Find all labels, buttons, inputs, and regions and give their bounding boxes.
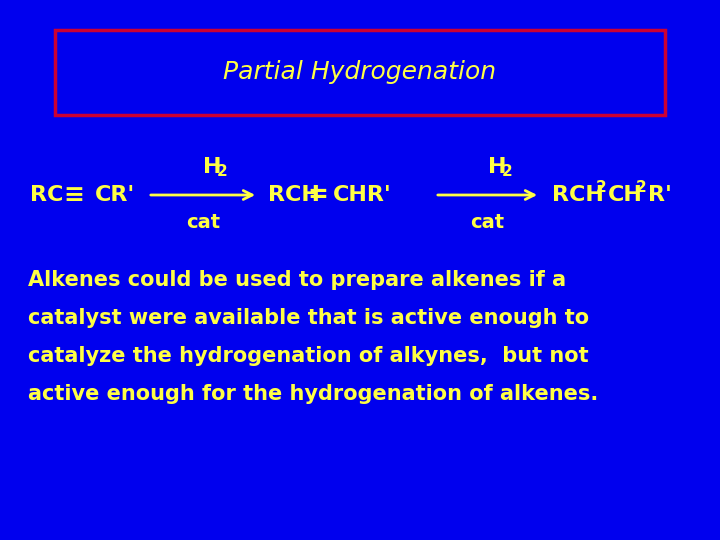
- Text: cat: cat: [186, 213, 220, 233]
- Text: 2: 2: [636, 180, 647, 195]
- Text: CHR': CHR': [333, 185, 392, 205]
- Text: ≡: ≡: [63, 183, 84, 207]
- FancyBboxPatch shape: [55, 30, 665, 115]
- Text: Alkenes could be used to prepare alkenes if a: Alkenes could be used to prepare alkenes…: [28, 270, 566, 290]
- Text: 2: 2: [596, 180, 607, 195]
- Text: H: H: [487, 157, 506, 177]
- Text: 2: 2: [502, 164, 512, 179]
- Text: catalyze the hydrogenation of alkynes,  but not: catalyze the hydrogenation of alkynes, b…: [28, 346, 589, 366]
- Text: active enough for the hydrogenation of alkenes.: active enough for the hydrogenation of a…: [28, 384, 598, 404]
- Text: catalyst were available that is active enough to: catalyst were available that is active e…: [28, 308, 589, 328]
- Text: RCH: RCH: [268, 185, 320, 205]
- Text: H: H: [203, 157, 222, 177]
- Text: Partial Hydrogenation: Partial Hydrogenation: [223, 60, 497, 84]
- Text: RCH: RCH: [552, 185, 604, 205]
- Text: CR': CR': [95, 185, 135, 205]
- Text: RC: RC: [30, 185, 63, 205]
- Text: =: =: [307, 183, 328, 207]
- Text: 2: 2: [217, 164, 228, 179]
- Text: R': R': [648, 185, 672, 205]
- Text: cat: cat: [470, 213, 505, 233]
- Text: CH: CH: [608, 185, 643, 205]
